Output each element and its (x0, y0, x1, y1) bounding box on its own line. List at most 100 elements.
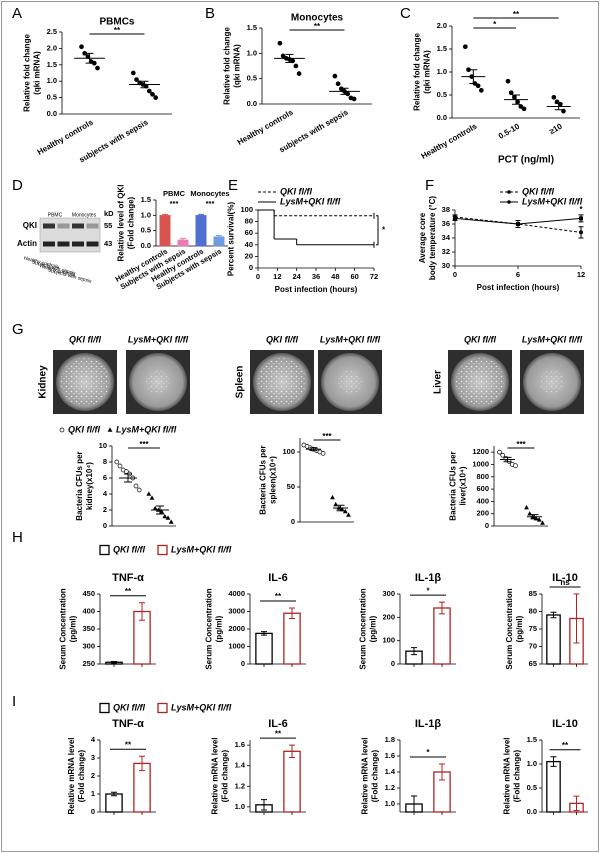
error-bar (139, 755, 145, 772)
error-bar (550, 611, 557, 619)
y-tick-label: 450 (82, 589, 95, 598)
sig-label: ** (275, 592, 282, 601)
legend-label: LysM+QKI fl/fl (116, 424, 177, 434)
y-tick-label: 1.0 (141, 210, 151, 219)
data-point (79, 44, 84, 50)
panel-letter: I (12, 693, 16, 710)
bar (546, 614, 561, 665)
error-bar (85, 52, 94, 64)
image-label: LysM+QKI fl/fl (522, 334, 583, 344)
blot-band (43, 241, 55, 247)
data-point (345, 91, 351, 97)
error-bar (285, 53, 294, 63)
y-tick-label: 1.5 (47, 60, 57, 69)
y-axis-label: (Fold change) (371, 749, 380, 802)
error-bar (309, 447, 318, 452)
chart-title: TNF-α (112, 572, 144, 584)
chart-title: IL-1β (415, 718, 442, 730)
data-point (136, 487, 142, 493)
y-tick-label: 0 (91, 807, 95, 816)
y-tick-label: 0 (485, 521, 489, 530)
y-tick-label: 32 (442, 247, 450, 256)
legend-label: QKI fl/fl (280, 186, 312, 196)
data-point (146, 491, 152, 496)
data-point (516, 222, 520, 226)
y-axis-label: Relative mRNA level (211, 737, 220, 814)
x-tick-label: 0 (453, 270, 457, 279)
legend-marker (507, 200, 511, 204)
y-tick-label: 1.4 (235, 761, 246, 770)
y-tick-label: 1.5 (437, 44, 447, 53)
error-bar (156, 505, 164, 515)
y-tick-label: 2 (103, 505, 107, 514)
data-point (133, 483, 139, 489)
y-tick-label: 38 (442, 205, 450, 214)
error-bar (340, 87, 349, 95)
error-bar (512, 94, 520, 105)
y-tick-label: 70 (529, 641, 537, 650)
error-bar (140, 80, 149, 89)
y-tick-label: 0.5 (527, 783, 537, 792)
data-point (153, 95, 159, 100)
data-point (342, 508, 348, 514)
x-tick-label: 12 (577, 270, 585, 279)
blot-band (43, 223, 55, 229)
error-bar (336, 504, 345, 512)
y-tick-label: 34 (442, 233, 451, 242)
legend-marker (107, 427, 113, 432)
group-label: PBMC (163, 189, 186, 198)
data-point (518, 104, 524, 109)
data-point (540, 520, 545, 525)
x-axis-label: PCT (ng/ml) (498, 155, 554, 166)
y-axis-label: kidney(x10⁴) (85, 462, 94, 510)
sig-label: ** (125, 740, 132, 749)
y-tick-label: 2000 (228, 624, 245, 633)
y-tick-label: 1.0 (247, 48, 257, 57)
y-axis-label: Relative fold change (223, 27, 232, 105)
data-point (505, 78, 511, 84)
x-tick-label: 12 (273, 272, 281, 281)
legend-label: QKI fl/fl (68, 424, 100, 434)
y-tick-label: 36 (442, 219, 450, 228)
chart-title: IL-1β (415, 572, 442, 584)
x-tick-label: 0 (256, 272, 260, 281)
data-point (524, 504, 529, 510)
panel-letter: G (12, 321, 24, 338)
error-bar (469, 69, 478, 84)
error-bar (180, 237, 186, 242)
chart-title: Monocytes (291, 13, 344, 24)
plate-colonies (61, 358, 109, 406)
legend-swatch (157, 544, 168, 556)
error-bar (573, 795, 580, 812)
blot-band (86, 223, 99, 229)
chart-title: IL-10 (552, 572, 578, 584)
y-axis-label: Relative mRNA level (503, 737, 512, 814)
legend-swatch (99, 702, 110, 714)
sig-label: ** (562, 741, 569, 750)
blot-size: 43 (104, 239, 112, 248)
y-axis-label: (Fold change) (513, 749, 522, 802)
y-axis-label: (Fold change) (127, 196, 136, 249)
y-tick-label: 1.0 (437, 67, 447, 76)
error-bar (198, 213, 204, 217)
plate-colonies (456, 358, 504, 406)
y-tick-label: 1.2 (235, 781, 245, 790)
panel-letter: H (12, 529, 23, 546)
data-point (500, 452, 506, 458)
data-point (320, 451, 326, 456)
y-tick-label: 350 (82, 624, 95, 633)
blot-label: QKI (23, 221, 37, 230)
bar (255, 632, 273, 665)
panel-letter: B (205, 5, 215, 22)
error-bar (162, 213, 168, 217)
y-tick-label: 250 (82, 659, 95, 668)
y-tick-label: 1.5 (141, 195, 151, 204)
y-tick-label: 4 (91, 735, 96, 744)
bar (195, 215, 207, 247)
error-bar (261, 799, 267, 811)
sig-label: * (426, 748, 430, 757)
y-tick-label: 1.4 (385, 767, 396, 776)
y-axis-label: (pg/ml) (214, 615, 223, 642)
y-tick-label: 3 (91, 753, 95, 762)
y-axis-label: Serum Concentration (204, 588, 213, 669)
